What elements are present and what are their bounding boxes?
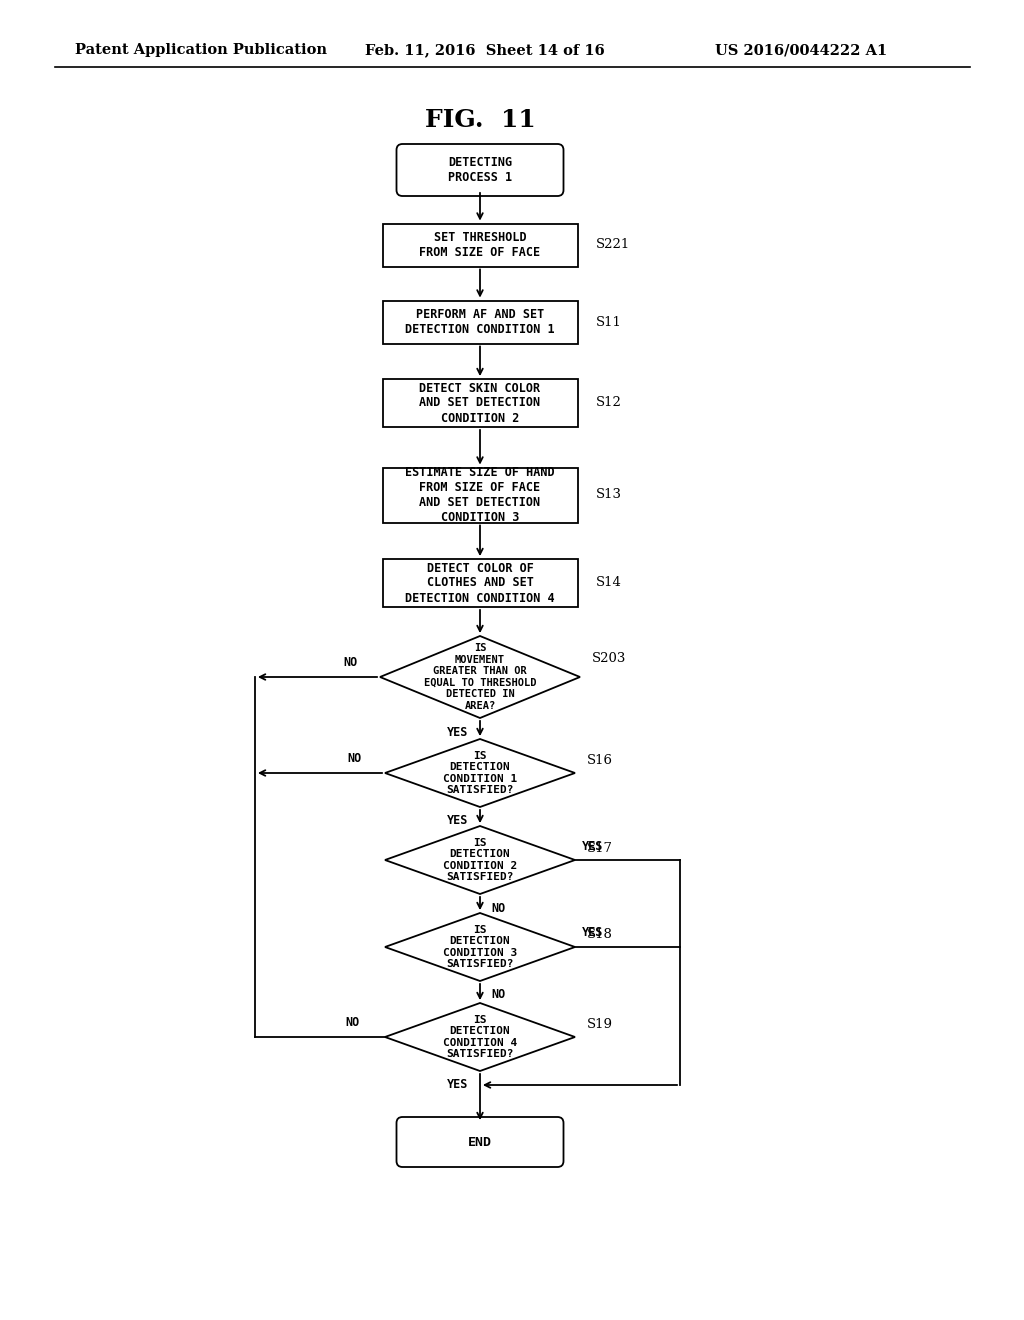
Text: YES: YES bbox=[447, 726, 469, 738]
FancyBboxPatch shape bbox=[396, 1117, 563, 1167]
Text: Feb. 11, 2016  Sheet 14 of 16: Feb. 11, 2016 Sheet 14 of 16 bbox=[365, 44, 605, 57]
Text: NO: NO bbox=[348, 752, 362, 766]
FancyBboxPatch shape bbox=[383, 558, 578, 607]
Text: YES: YES bbox=[447, 1078, 469, 1092]
FancyBboxPatch shape bbox=[383, 301, 578, 343]
Text: IS
DETECTION
CONDITION 1
SATISFIED?: IS DETECTION CONDITION 1 SATISFIED? bbox=[442, 751, 517, 796]
Polygon shape bbox=[385, 739, 575, 807]
Text: YES: YES bbox=[583, 840, 604, 853]
Text: YES: YES bbox=[583, 927, 604, 940]
Text: NO: NO bbox=[346, 1016, 360, 1030]
Text: DETECT SKIN COLOR
AND SET DETECTION
CONDITION 2: DETECT SKIN COLOR AND SET DETECTION COND… bbox=[420, 381, 541, 425]
Text: Patent Application Publication: Patent Application Publication bbox=[75, 44, 327, 57]
Text: NO: NO bbox=[343, 656, 357, 669]
Text: S14: S14 bbox=[596, 577, 622, 590]
Polygon shape bbox=[385, 913, 575, 981]
Text: S19: S19 bbox=[587, 1019, 613, 1031]
Polygon shape bbox=[385, 826, 575, 894]
Text: DETECTING
PROCESS 1: DETECTING PROCESS 1 bbox=[447, 156, 512, 183]
Text: PERFORM AF AND SET
DETECTION CONDITION 1: PERFORM AF AND SET DETECTION CONDITION 1 bbox=[406, 308, 555, 337]
Polygon shape bbox=[385, 1003, 575, 1071]
Text: S17: S17 bbox=[587, 842, 613, 854]
Text: S221: S221 bbox=[596, 239, 630, 252]
Text: FIG.  11: FIG. 11 bbox=[425, 108, 536, 132]
Text: NO: NO bbox=[490, 902, 505, 915]
Text: S12: S12 bbox=[596, 396, 622, 409]
Text: S11: S11 bbox=[596, 315, 622, 329]
Text: END: END bbox=[468, 1135, 492, 1148]
Text: YES: YES bbox=[447, 814, 469, 828]
Text: NO: NO bbox=[490, 989, 505, 1002]
Text: DETECT COLOR OF
CLOTHES AND SET
DETECTION CONDITION 4: DETECT COLOR OF CLOTHES AND SET DETECTIO… bbox=[406, 561, 555, 605]
Text: IS
MOVEMENT
GREATER THAN OR
EQUAL TO THRESHOLD
DETECTED IN
AREA?: IS MOVEMENT GREATER THAN OR EQUAL TO THR… bbox=[424, 643, 537, 711]
Text: ESTIMATE SIZE OF HAND
FROM SIZE OF FACE
AND SET DETECTION
CONDITION 3: ESTIMATE SIZE OF HAND FROM SIZE OF FACE … bbox=[406, 466, 555, 524]
Text: IS
DETECTION
CONDITION 4
SATISFIED?: IS DETECTION CONDITION 4 SATISFIED? bbox=[442, 1015, 517, 1060]
Text: IS
DETECTION
CONDITION 3
SATISFIED?: IS DETECTION CONDITION 3 SATISFIED? bbox=[442, 924, 517, 969]
Text: IS
DETECTION
CONDITION 2
SATISFIED?: IS DETECTION CONDITION 2 SATISFIED? bbox=[442, 838, 517, 882]
Text: S16: S16 bbox=[587, 755, 613, 767]
FancyBboxPatch shape bbox=[383, 467, 578, 523]
FancyBboxPatch shape bbox=[396, 144, 563, 195]
FancyBboxPatch shape bbox=[383, 379, 578, 426]
Text: US 2016/0044222 A1: US 2016/0044222 A1 bbox=[715, 44, 887, 57]
Text: S18: S18 bbox=[587, 928, 613, 941]
FancyBboxPatch shape bbox=[383, 223, 578, 267]
Text: S203: S203 bbox=[592, 652, 627, 665]
Text: S13: S13 bbox=[596, 488, 622, 502]
Text: SET THRESHOLD
FROM SIZE OF FACE: SET THRESHOLD FROM SIZE OF FACE bbox=[420, 231, 541, 259]
Polygon shape bbox=[380, 636, 580, 718]
